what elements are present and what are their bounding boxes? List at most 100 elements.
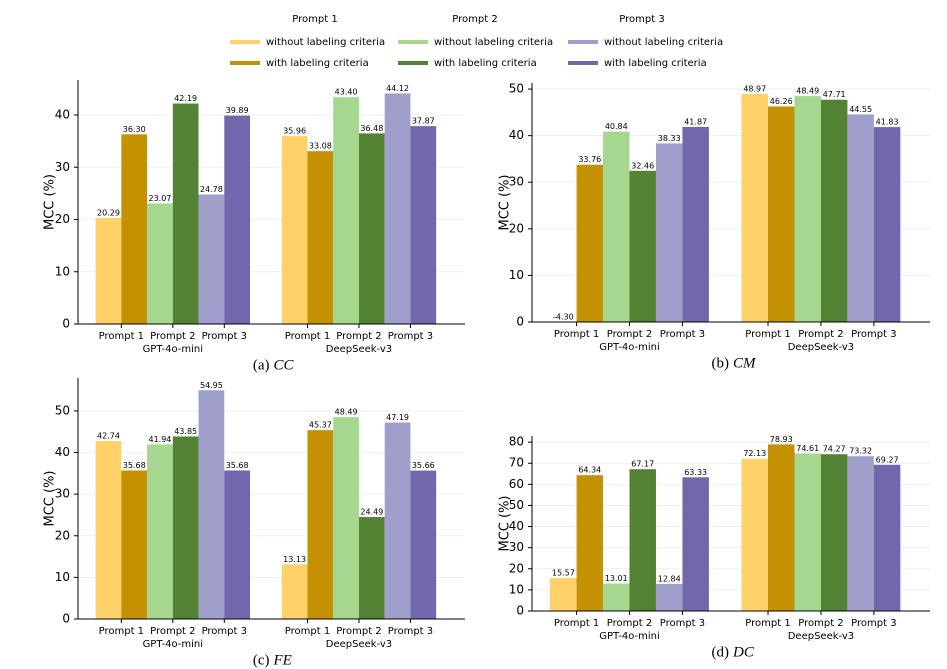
caption-name: CM [733, 355, 757, 371]
y-tick-label: 10 [55, 264, 70, 278]
group-label: DeepSeek-v3 [788, 631, 854, 642]
caption-label: (b) [712, 355, 730, 371]
y-tick-label: 0 [62, 317, 70, 331]
value-label: 37.87 [412, 117, 435, 126]
bars [550, 444, 901, 611]
caption-name: CC [274, 357, 295, 373]
bar [384, 93, 411, 324]
value-label: 35.68 [226, 461, 249, 470]
bar [576, 475, 604, 611]
bar [873, 464, 901, 611]
bar [794, 96, 821, 322]
value-label: 73.32 [849, 447, 872, 456]
x-tick-label: Prompt 2 [607, 618, 652, 629]
y-tick-label: 50 [55, 403, 70, 417]
legend-label: without labeling criteria [266, 37, 385, 48]
value-label: 41.94 [148, 435, 171, 444]
bar [629, 469, 656, 611]
caption-label: (a) [253, 357, 270, 373]
bars [576, 93, 901, 322]
caption-label: (c) [253, 652, 270, 668]
x-tick-label: Prompt 3 [660, 329, 705, 340]
bar [95, 217, 122, 324]
value-label: 64.34 [578, 466, 601, 475]
x-tick-label: Prompt 3 [388, 331, 433, 342]
x-tick-label: Prompt 1 [99, 626, 144, 637]
legend-label: without labeling criteria [604, 37, 723, 48]
value-label: 38.33 [658, 134, 681, 143]
bar [172, 103, 199, 324]
y-tick-label: 20 [55, 528, 70, 542]
value-label: 33.76 [578, 155, 601, 164]
value-label: 48.97 [743, 84, 766, 93]
bar [281, 564, 308, 619]
value-label: 23.07 [148, 194, 171, 203]
bar [307, 430, 334, 619]
value-label: 32.46 [631, 161, 654, 170]
value-label: 54.95 [200, 381, 223, 390]
value-label: 72.13 [743, 449, 766, 458]
bar [410, 126, 437, 324]
group-label: DeepSeek-v3 [326, 344, 392, 355]
legend-title: Prompt 3 [619, 14, 664, 25]
value-label: 47.71 [823, 90, 846, 99]
bar [147, 203, 173, 324]
caption-label: (d) [712, 644, 730, 660]
bar [307, 151, 334, 324]
y-tick-label: 50 [509, 82, 524, 96]
y-tick-label: 20 [509, 561, 524, 575]
bar [603, 131, 630, 322]
y-tick-label: 50 [509, 498, 524, 512]
x-tick-label: Prompt 3 [202, 331, 247, 342]
bar [820, 454, 848, 611]
bar [224, 115, 251, 324]
bar [629, 170, 656, 322]
value-label: 24.78 [200, 185, 223, 194]
x-tick-label: Prompt 3 [388, 626, 433, 637]
value-label: 47.19 [386, 413, 409, 422]
y-tick-label: 40 [509, 519, 524, 533]
bar [768, 444, 795, 611]
x-tick-label: Prompt 2 [798, 329, 843, 340]
group-label: GPT-4o-mini [599, 342, 660, 353]
value-label: 42.74 [97, 432, 120, 441]
x-tick-label: Prompt 1 [745, 329, 790, 340]
value-label: 46.26 [770, 97, 793, 106]
x-tick-label: Prompt 2 [150, 626, 195, 637]
y-tick-label: 40 [55, 108, 70, 122]
bar [847, 114, 874, 322]
bar [281, 136, 308, 324]
y-tick-label: 0 [516, 315, 524, 329]
bar [147, 444, 173, 619]
bar [198, 390, 225, 619]
bar [741, 93, 769, 322]
x-tick-label: Prompt 1 [99, 331, 144, 342]
value-label: 39.89 [226, 106, 249, 115]
y-axis-label: MCC (%) [498, 496, 513, 552]
value-label: -4.30 [553, 313, 574, 322]
y-axis-label: MCC (%) [43, 174, 58, 230]
value-label: 33.08 [309, 142, 332, 151]
bar [873, 127, 901, 322]
x-tick-label: Prompt 1 [554, 618, 599, 629]
legend-title: Prompt 1 [292, 14, 337, 25]
x-tick-label: Prompt 3 [851, 618, 896, 629]
bar [224, 470, 251, 619]
y-tick-label: 10 [509, 582, 524, 596]
value-label: 74.27 [823, 445, 846, 454]
value-label: 35.96 [283, 127, 306, 136]
group-label: DeepSeek-v3 [788, 342, 854, 353]
bars [95, 390, 437, 619]
y-tick-label: 70 [509, 456, 524, 470]
bar [603, 583, 630, 611]
value-label: 36.48 [360, 124, 383, 133]
y-tick-label: 80 [509, 435, 524, 449]
y-tick-label: 60 [509, 477, 524, 491]
x-tick-label: Prompt 3 [660, 618, 705, 629]
x-tick-label: Prompt 2 [798, 618, 843, 629]
value-label: 36.30 [123, 125, 146, 134]
caption-name: DC [732, 644, 755, 660]
y-tick-label: 10 [55, 570, 70, 584]
x-tick-label: Prompt 2 [150, 331, 195, 342]
group-label: GPT-4o-mini [599, 631, 660, 642]
